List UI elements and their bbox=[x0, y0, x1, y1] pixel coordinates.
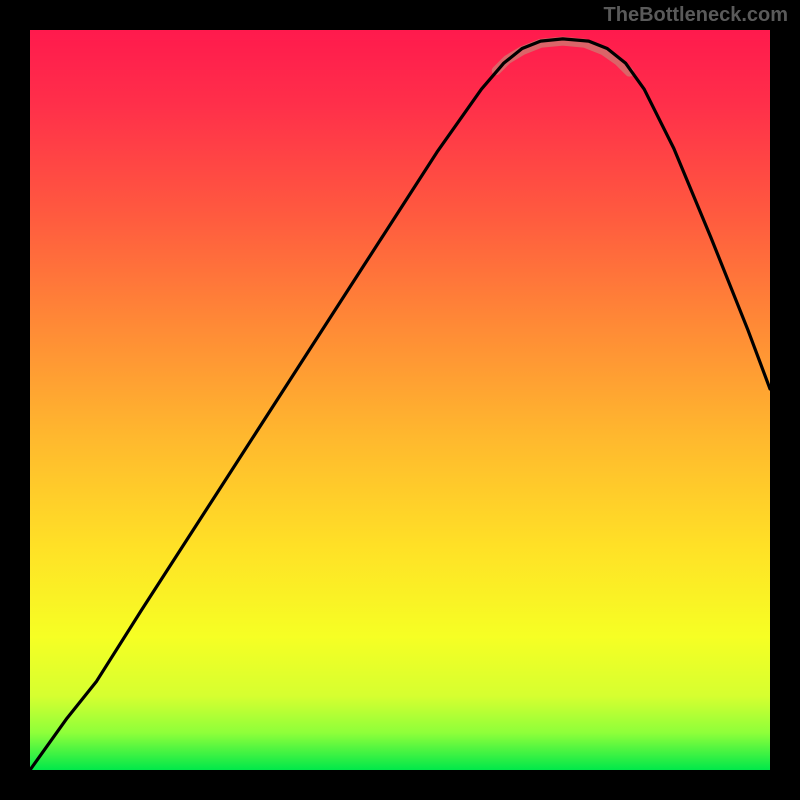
bottleneck-curve bbox=[30, 39, 770, 770]
watermark-text: TheBottleneck.com bbox=[604, 4, 788, 27]
plot-area bbox=[30, 30, 770, 770]
valley-highlight bbox=[496, 41, 629, 72]
plot-frame bbox=[30, 30, 770, 770]
curve-layer bbox=[30, 30, 770, 770]
